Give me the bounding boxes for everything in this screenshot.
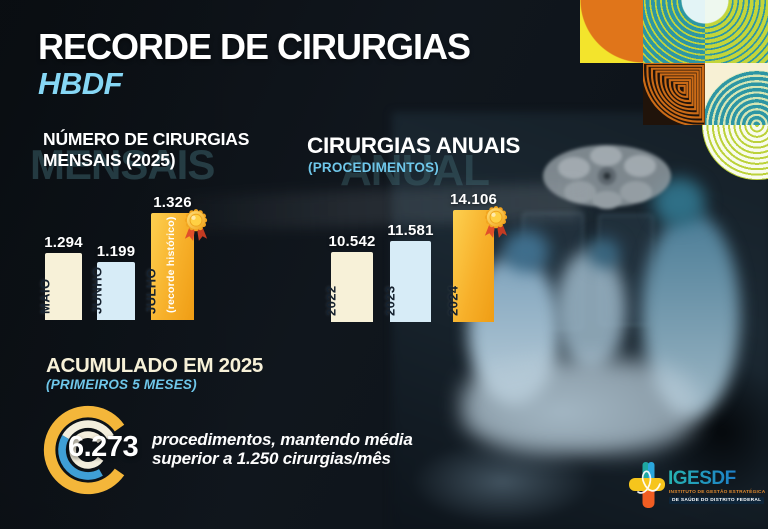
igesdf-logo-subtitle-1: INSTITUTO DE GESTÃO ESTRATÉGICA xyxy=(669,490,766,495)
igesdf-logo: IGESDF INSTITUTO DE GESTÃO ESTRATÉGICA D… xyxy=(618,456,766,516)
accumulated-description: procedimentos, mantendo média superior a… xyxy=(152,430,413,468)
monthly-chart-title-line1: NÚMERO DE CIRURGIAS xyxy=(43,129,250,149)
tile-rings-teal xyxy=(642,0,706,63)
monthly-chart-title: NÚMERO DE CIRURGIAS MENSAIS (2025) xyxy=(43,129,249,171)
page-title: RECORDE DE CIRURGIAS xyxy=(38,26,471,67)
medal-icon xyxy=(182,208,210,244)
igesdf-logo-text: IGESDF xyxy=(668,468,736,489)
bar-label-junho: JUNHO xyxy=(89,266,105,314)
bar-note-julho: (recorde histórico) xyxy=(165,216,177,313)
annual-chart-subtitle: (PROCEDIMENTOS) xyxy=(308,160,440,175)
accumulated-number: 6.273 xyxy=(68,431,139,463)
page-subtitle-hbdf: HBDF xyxy=(38,66,123,101)
bar-label-2023: 2023 xyxy=(382,285,398,316)
monthly-chart-title-line2: MENSAIS (2025) xyxy=(43,150,176,170)
surgeon-figure xyxy=(588,238,620,268)
tile-orange-quarter xyxy=(580,0,643,63)
medal-icon xyxy=(482,205,510,241)
accumulated-title: ACUMULADO EM 2025 xyxy=(46,354,264,377)
accumulated-desc-line2: superior a 1.250 cirurgias/mês xyxy=(152,449,391,468)
surgeon-figure xyxy=(556,250,626,370)
tile-rings-cream xyxy=(705,62,768,126)
accumulated-desc-line1: procedimentos, mantendo média xyxy=(152,430,413,449)
tile-rings-green xyxy=(705,0,768,63)
tile-spiral-squares xyxy=(642,62,706,126)
bar-label-2022: 2022 xyxy=(323,285,339,316)
patient-drape xyxy=(462,358,697,453)
bar-label-2024: 2024 xyxy=(445,285,461,316)
bar-label-julho: JULHO xyxy=(143,267,159,314)
igesdf-logo-subtitle-2: DE SAÚDE DO DISTRITO FEDERAL xyxy=(669,497,765,504)
annual-chart-title: CIRURGIAS ANUAIS xyxy=(307,133,521,158)
accumulated-subtitle: (PRIMEIROS 5 MESES) xyxy=(46,377,197,392)
igesdf-cross-icon xyxy=(629,462,665,508)
bar-label-maio: MAIO xyxy=(37,278,53,314)
